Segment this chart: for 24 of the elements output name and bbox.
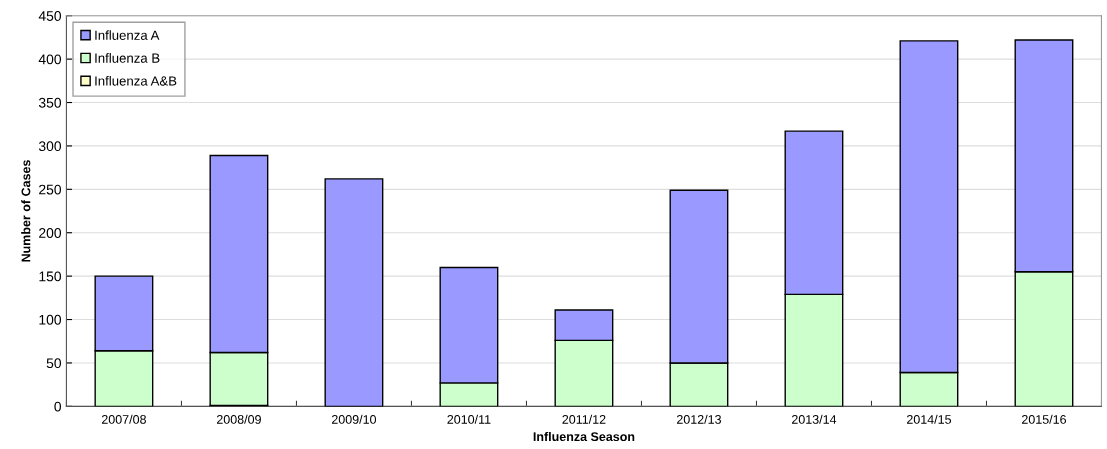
- legend-label: Influenza A: [95, 30, 160, 40]
- x-tick-label: 2007/08: [101, 414, 146, 424]
- legend-label: Influenza A&B: [95, 75, 177, 86]
- x-tick-label: 2010/11: [447, 414, 491, 424]
- y-tick-label: 450: [38, 11, 62, 21]
- x-tick-label: 2013/14: [791, 414, 837, 424]
- y-axis-title: Number of Cases: [21, 160, 31, 262]
- x-tick-label: 2011/12: [562, 414, 606, 424]
- y-tick-label: 300: [38, 141, 62, 152]
- y-tick-label: 400: [38, 54, 62, 65]
- y-tick-label: 350: [38, 97, 62, 108]
- y-tick-label: 150: [39, 271, 62, 282]
- x-tick-label: 2009/10: [331, 414, 377, 424]
- y-tick-label: 200: [39, 228, 62, 238]
- x-tick-label: 2014/15: [907, 414, 952, 424]
- x-axis-title: Influenza Season: [533, 431, 635, 442]
- x-tick-label: 2015/16: [1022, 414, 1067, 424]
- x-tick-label: 2012/13: [676, 414, 721, 424]
- y-tick-label: 50: [46, 358, 62, 369]
- y-tick-label: 100: [39, 314, 62, 325]
- y-tick-label: 0: [54, 401, 62, 412]
- y-tick-label: 250: [39, 184, 62, 195]
- x-tick-label: 2008/09: [216, 414, 261, 424]
- legend-label: Influenza B: [95, 53, 160, 63]
